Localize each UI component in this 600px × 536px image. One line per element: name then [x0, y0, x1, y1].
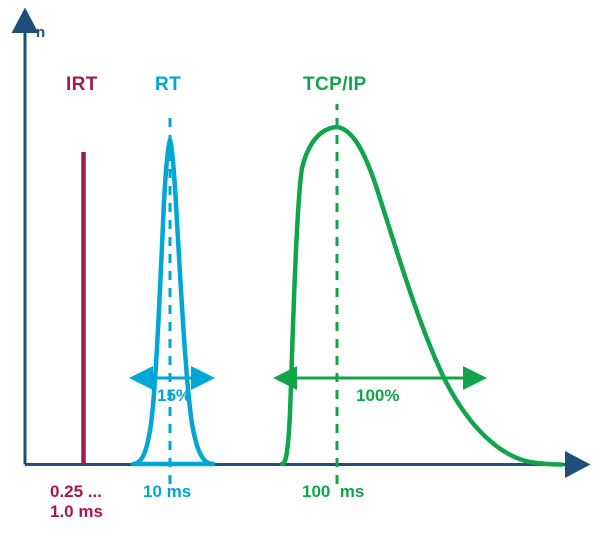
- series-label-rt: RT: [155, 74, 182, 95]
- x-tick-label-rt: 10 ms: [143, 482, 192, 501]
- y-axis-label: n: [36, 24, 46, 41]
- annotation-label-tcpip-jitter: 100%: [356, 386, 400, 405]
- series-label-tcpip: TCP/IP: [303, 74, 367, 95]
- series-label-irt: IRT: [66, 74, 98, 95]
- annotation-label-rt-jitter: 15%: [157, 386, 192, 405]
- x-tick-label-tcpip: 100 ms: [302, 482, 365, 501]
- rt-curve: [130, 137, 216, 467]
- x-tick-label-irt-line2: 1.0 ms: [50, 502, 103, 521]
- x-tick-label-irt-line1: 0.25 ...: [50, 482, 102, 501]
- tcpip-curve: [279, 124, 565, 467]
